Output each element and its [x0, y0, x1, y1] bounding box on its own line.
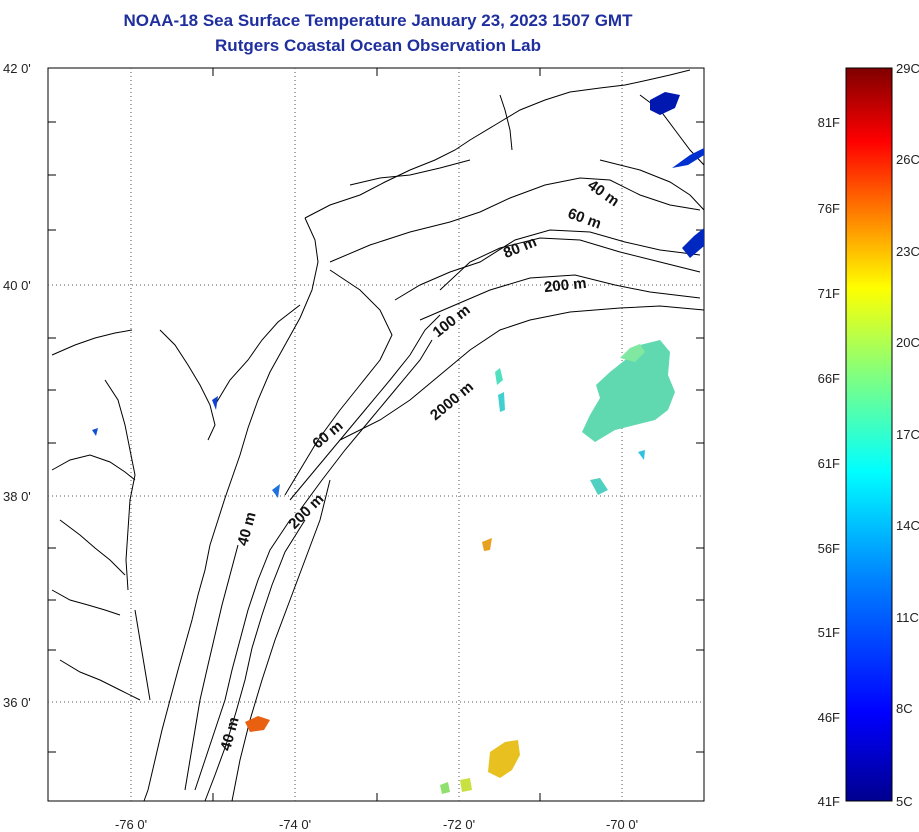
sst-patch-delaware: [212, 396, 218, 410]
longitude-labels: -76 0' -74 0' -72 0' -70 0': [115, 817, 638, 832]
sst-patch-gulfstream-north: [620, 344, 645, 362]
cb-f-61: 61F: [818, 456, 840, 471]
cb-f-76: 76F: [818, 201, 840, 216]
bathymetry-contours: [184, 177, 705, 802]
map-title: NOAA-18 Sea Surface Temperature January …: [123, 11, 633, 30]
cb-c-8: 8C: [896, 701, 913, 716]
colorbar-celsius-labels: 29C 26C 23C 20C 17C 14C 11C 8C 5C: [896, 61, 919, 809]
sst-patch-south-small: [460, 778, 472, 792]
cb-c-29: 29C: [896, 61, 919, 76]
map-subtitle: Rutgers Coastal Ocean Observation Lab: [215, 36, 541, 55]
sst-patch-gulfstream-south: [590, 478, 608, 495]
sst-patch-south-green: [440, 782, 450, 794]
sst-patch-nj-shelf: [272, 484, 280, 498]
sst-patch-chesapeake: [92, 428, 98, 436]
lat-label-36: 36 0': [3, 695, 31, 710]
sst-patch-gulfstream-main: [582, 340, 675, 442]
lon-label-74: -74 0': [279, 817, 311, 832]
sst-patch-outer-shelf: [495, 368, 503, 385]
cb-c-20: 20C: [896, 335, 919, 350]
cb-f-51: 51F: [818, 625, 840, 640]
sst-patch-hatteras: [245, 716, 270, 732]
sst-patch-ri: [682, 228, 704, 258]
lon-label-76: -76 0': [115, 817, 147, 832]
sst-patches: [92, 92, 704, 794]
cb-c-17: 17C: [896, 427, 919, 442]
gridlines: [48, 68, 704, 801]
lat-label-38: 38 0': [3, 489, 31, 504]
contour-label-200m: 200 m: [543, 275, 587, 296]
tick-marks: [48, 68, 704, 801]
cb-c-23: 23C: [896, 244, 919, 259]
cb-c-14: 14C: [896, 518, 919, 533]
cb-f-41: 41F: [818, 794, 840, 809]
cb-f-71: 71F: [818, 286, 840, 301]
sst-patch-offshore-small: [498, 392, 505, 412]
cb-c-26: 26C: [896, 152, 919, 167]
cb-f-66: 66F: [818, 371, 840, 386]
colorbar: [845, 67, 893, 802]
lat-label-40: 40 0': [3, 278, 31, 293]
lon-label-70: -70 0': [606, 817, 638, 832]
sst-patch-mass-coast: [672, 148, 704, 168]
lat-label-42: 42 0': [3, 61, 31, 76]
sst-patch-southeast: [488, 740, 520, 778]
latitude-labels: 42 0' 40 0' 38 0' 36 0': [3, 61, 31, 710]
cb-f-81: 81F: [818, 115, 840, 130]
sst-patch-cape-cod: [650, 92, 680, 115]
cb-f-46: 46F: [818, 710, 840, 725]
lon-label-72: -72 0': [443, 817, 475, 832]
cb-f-56: 56F: [818, 541, 840, 556]
sst-patch-east-small: [638, 450, 645, 460]
sst-patch-orange-mid: [482, 538, 492, 551]
cb-c-5: 5C: [896, 794, 913, 809]
colorbar-fahrenheit-labels: 81F 76F 71F 66F 61F 56F 51F 46F 41F: [818, 115, 840, 809]
cb-c-11: 11C: [896, 610, 919, 625]
